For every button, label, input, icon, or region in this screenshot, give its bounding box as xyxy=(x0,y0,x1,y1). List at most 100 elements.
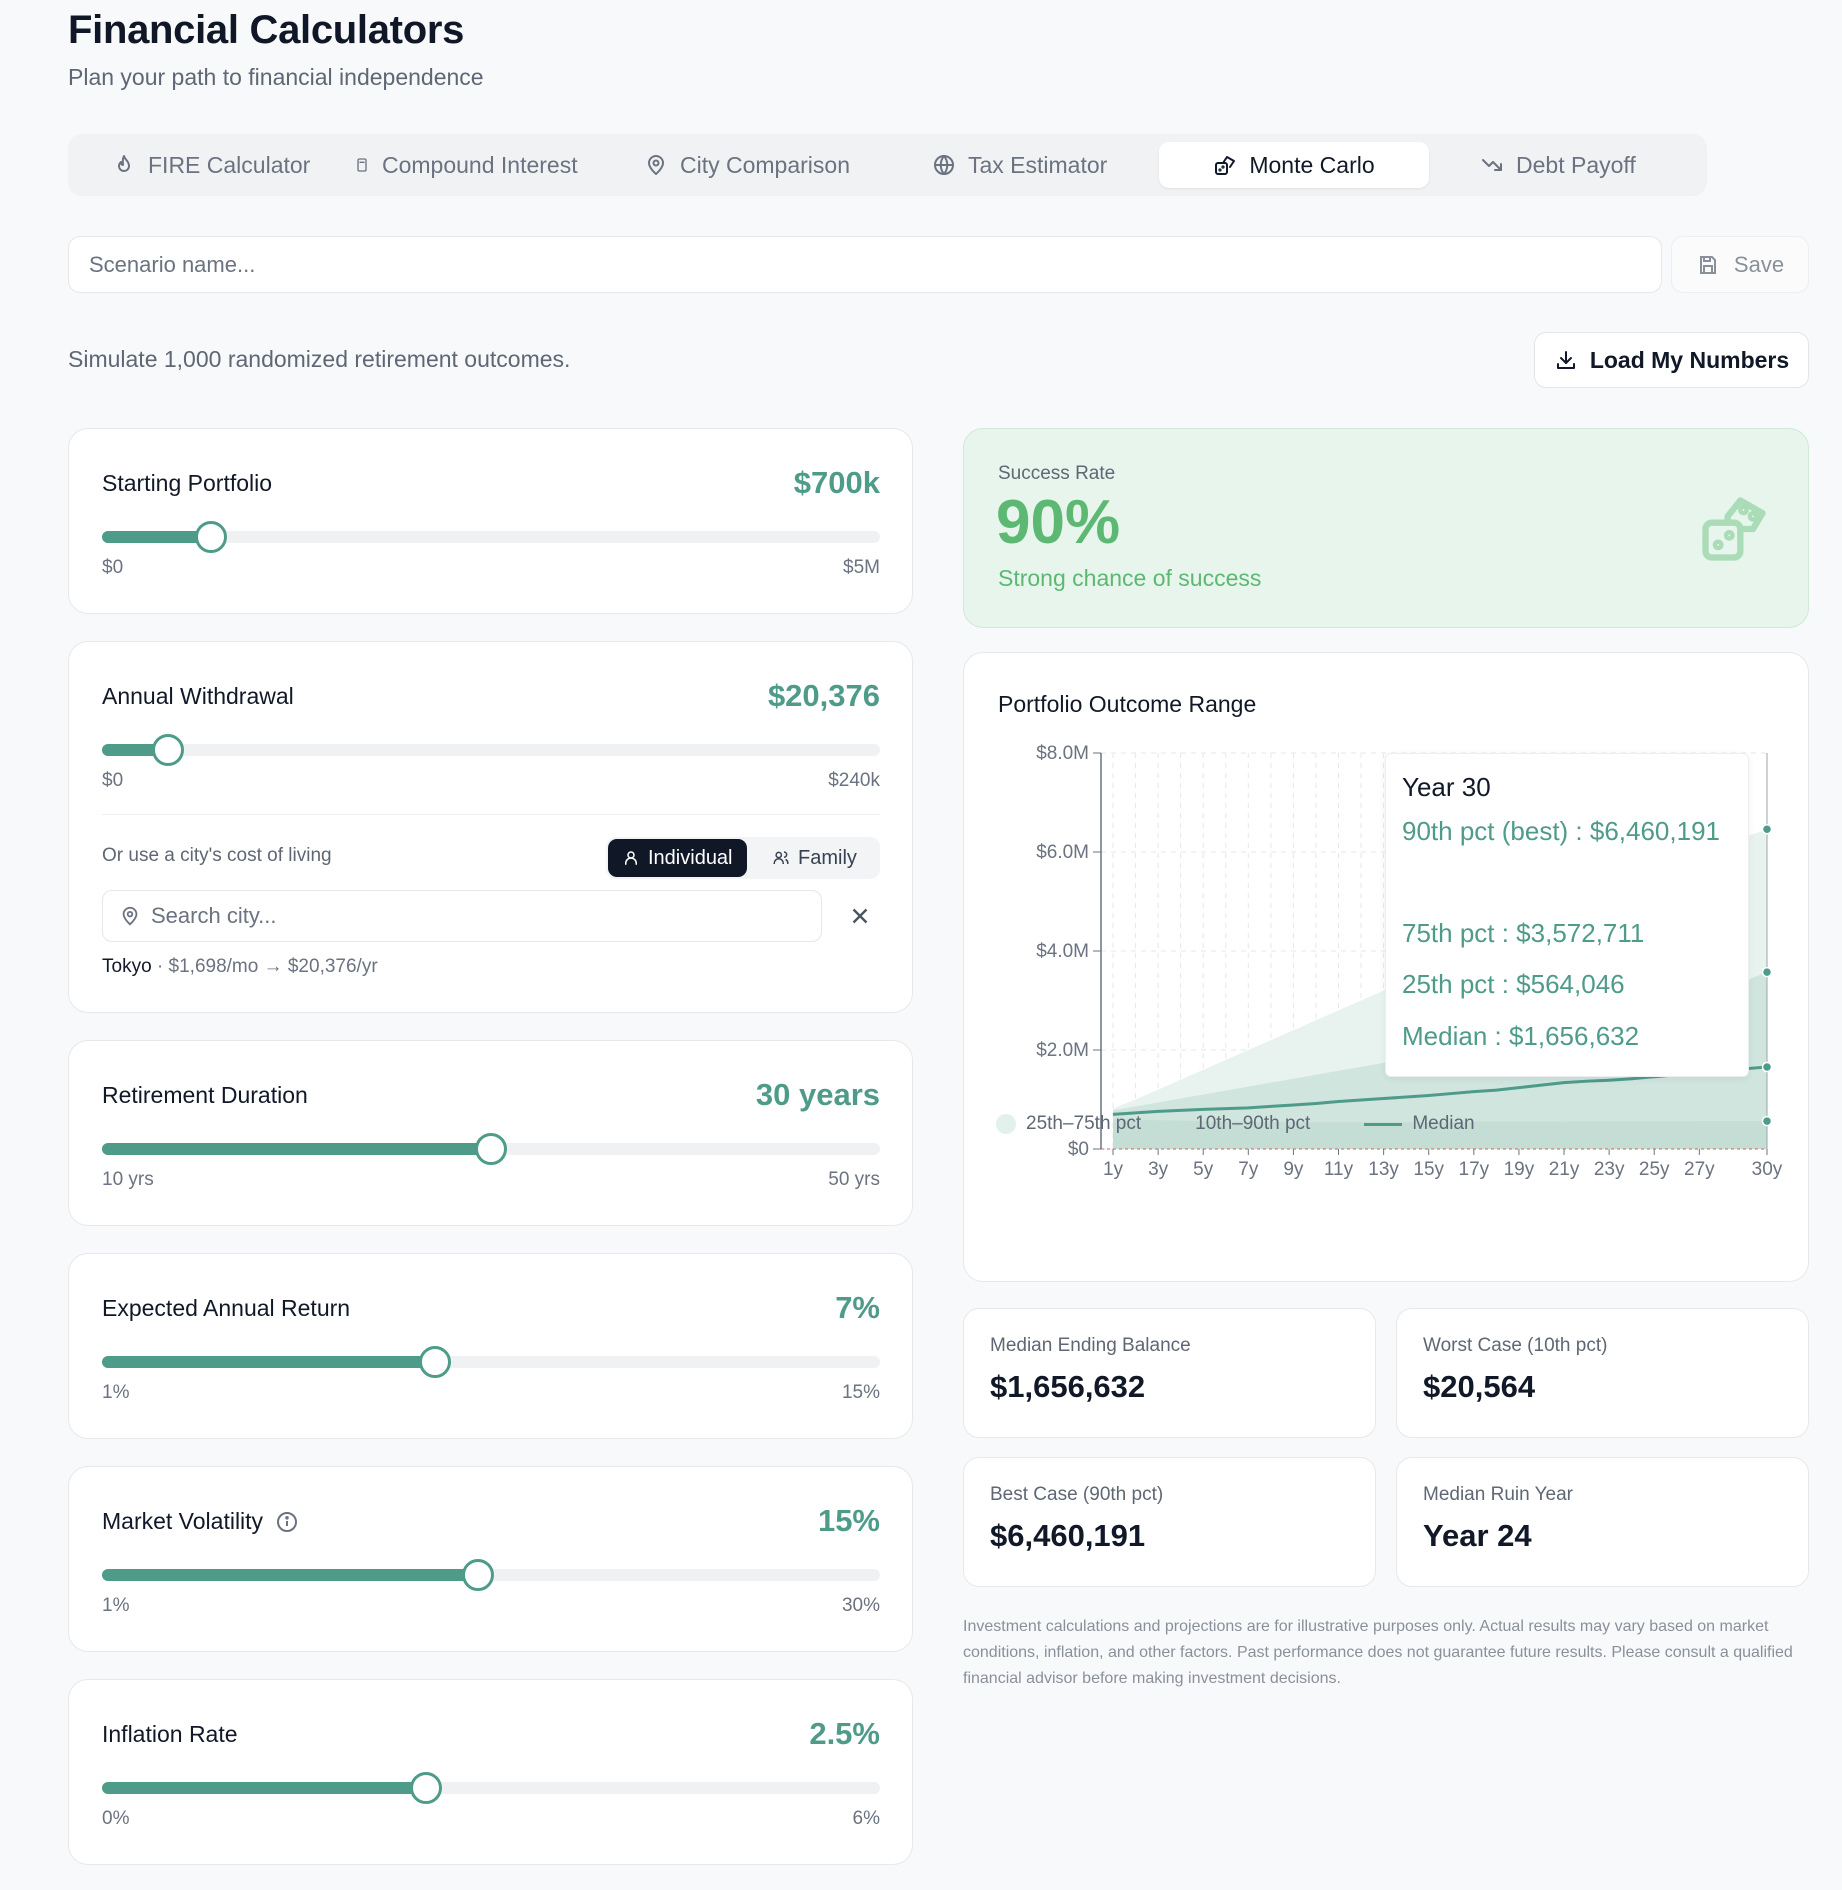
x-tick-label: 5y xyxy=(1193,1159,1214,1180)
stat-value: $20,564 xyxy=(1423,1369,1536,1404)
tab-city-comparison[interactable]: City Comparison xyxy=(624,142,870,188)
map-pin-icon xyxy=(122,906,138,926)
slider-thumb[interactable] xyxy=(461,1559,494,1591)
slider-thumb[interactable] xyxy=(410,1772,443,1804)
annual-withdrawal-slider[interactable] xyxy=(102,734,880,766)
save-button[interactable]: Save xyxy=(1671,236,1809,293)
legend-label: 25th–75th pct xyxy=(1026,1113,1142,1134)
load-my-numbers-button[interactable]: Load My Numbers xyxy=(1534,332,1809,388)
success-rate-value: 90% xyxy=(996,488,1121,557)
save-label: Save xyxy=(1733,251,1785,277)
slider-thumb[interactable] xyxy=(194,521,227,553)
tab-tax-estimator[interactable]: Tax Estimator xyxy=(912,142,1127,188)
y-tick-label: $2.0M xyxy=(1036,1040,1089,1061)
success-rate-description: Strong chance of success xyxy=(998,565,1262,591)
x-tick-label: 23y xyxy=(1594,1159,1625,1180)
slider-min: $0 xyxy=(102,557,124,578)
slider-max: 15% xyxy=(841,1382,880,1403)
slider-min: 0% xyxy=(102,1808,130,1829)
page-subtitle: Plan your path to financial independence xyxy=(68,64,484,90)
x-tick-label: 15y xyxy=(1413,1159,1444,1180)
tooltip-p25: 25th pct : $564,046 xyxy=(1402,969,1625,999)
slider-fill xyxy=(102,744,169,756)
info-icon[interactable] xyxy=(275,1510,299,1534)
point-p25 xyxy=(1761,1115,1773,1127)
inflation-rate-slider[interactable] xyxy=(102,1772,880,1804)
user-icon xyxy=(625,851,637,865)
toggle-label: Family xyxy=(798,846,857,869)
page-title: Financial Calculators xyxy=(68,8,465,52)
slider-thumb[interactable] xyxy=(152,734,185,766)
household-toggle: Individual Family xyxy=(606,837,880,879)
toggle-individual[interactable]: Individual xyxy=(608,839,747,877)
tooltip-best: 90th pct (best) : $6,460,191 xyxy=(1402,816,1720,846)
tab-debt-payoff[interactable]: Debt Payoff xyxy=(1460,142,1656,188)
legend-label: 10th–90th pct xyxy=(1195,1113,1311,1134)
slider-min: 1% xyxy=(102,1595,130,1616)
y-tick-label: $8.0M xyxy=(1036,743,1089,764)
stat-value: Year 24 xyxy=(1423,1518,1532,1553)
dice-icon xyxy=(1696,491,1772,567)
legend-item-25-75: 25th–75th pct xyxy=(996,1113,1141,1135)
city-search-input[interactable] xyxy=(151,903,751,929)
slider-label: Market Volatility xyxy=(102,1508,299,1535)
median-ruin-year-card: Median Ruin Year Year 24 xyxy=(1396,1457,1809,1587)
inflation-rate-card: Inflation Rate 2.5% 0% 6% xyxy=(68,1679,913,1865)
slider-fill xyxy=(102,1782,427,1794)
divider xyxy=(102,814,880,815)
starting-portfolio-card: Starting Portfolio $700k $0 $5M xyxy=(68,428,913,614)
x-tick-label: 25y xyxy=(1639,1159,1670,1180)
city-search-field[interactable] xyxy=(102,890,822,942)
tab-label: FIRE Calculator xyxy=(148,151,311,178)
slider-label: Retirement Duration xyxy=(102,1082,308,1108)
slider-fill xyxy=(102,1356,436,1368)
retirement-duration-slider[interactable] xyxy=(102,1133,880,1165)
users-icon xyxy=(773,851,789,864)
x-tick-label: 21y xyxy=(1549,1159,1580,1180)
city-name: Tokyo xyxy=(102,956,152,977)
slider-max: $240k xyxy=(828,770,880,791)
tab-compound-interest[interactable]: Compound Interest xyxy=(334,142,598,188)
x-tick-label: 19y xyxy=(1504,1159,1535,1180)
tab-monte-carlo[interactable]: Monte Carlo xyxy=(1159,142,1429,188)
market-volatility-slider[interactable] xyxy=(102,1559,880,1591)
stat-value: $6,460,191 xyxy=(990,1518,1146,1553)
slider-value: 2.5% xyxy=(809,1716,880,1751)
dice-icon xyxy=(1215,156,1236,175)
x-tick-label: 17y xyxy=(1459,1159,1490,1180)
stat-label: Median Ending Balance xyxy=(990,1335,1191,1356)
trending-down-icon xyxy=(1482,159,1502,171)
tab-fire-calculator[interactable]: FIRE Calculator xyxy=(92,142,330,188)
tooltip-p75: 75th pct : $3,572,711 xyxy=(1402,918,1645,948)
stat-label: Median Ruin Year xyxy=(1423,1484,1573,1505)
y-tick-label: $4.0M xyxy=(1036,941,1089,962)
clear-city-button[interactable] xyxy=(847,903,873,929)
x-tick-label: 27y xyxy=(1684,1159,1715,1180)
slider-min: 1% xyxy=(102,1382,130,1403)
stat-value: $1,656,632 xyxy=(990,1369,1146,1404)
starting-portfolio-slider[interactable] xyxy=(102,521,880,553)
slider-value: 7% xyxy=(835,1290,880,1325)
chart-title: Portfolio Outcome Range xyxy=(998,691,1257,717)
median-ending-balance-card: Median Ending Balance $1,656,632 xyxy=(963,1308,1376,1438)
toggle-label: Individual xyxy=(648,846,733,869)
disclaimer: Investment calculations and projections … xyxy=(963,1618,1793,1687)
globe-icon xyxy=(934,155,954,175)
slider-thumb[interactable] xyxy=(475,1133,507,1165)
y-tick-label: $6.0M xyxy=(1036,842,1089,863)
city-cost-label: Or use a city's cost of living xyxy=(102,845,332,866)
expected-return-slider[interactable] xyxy=(102,1346,880,1378)
slider-label: Starting Portfolio xyxy=(102,470,273,496)
x-tick-label: 9y xyxy=(1283,1159,1304,1180)
slider-min: $0 xyxy=(102,770,124,791)
scenario-name-input[interactable] xyxy=(68,236,1662,293)
retirement-duration-card: Retirement Duration 30 years 10 yrs 50 y… xyxy=(68,1040,913,1226)
annual-withdrawal-card: Annual Withdrawal $20,376 $0 $240k Or us… xyxy=(68,641,913,1013)
slider-thumb[interactable] xyxy=(419,1346,452,1378)
load-label: Load My Numbers xyxy=(1589,346,1790,373)
slider-value: $700k xyxy=(793,465,880,500)
point-median xyxy=(1761,1061,1773,1073)
toggle-family[interactable]: Family xyxy=(758,839,871,877)
expected-return-card: Expected Annual Return 7% 1% 15% xyxy=(68,1253,913,1439)
point-p75 xyxy=(1761,966,1773,978)
